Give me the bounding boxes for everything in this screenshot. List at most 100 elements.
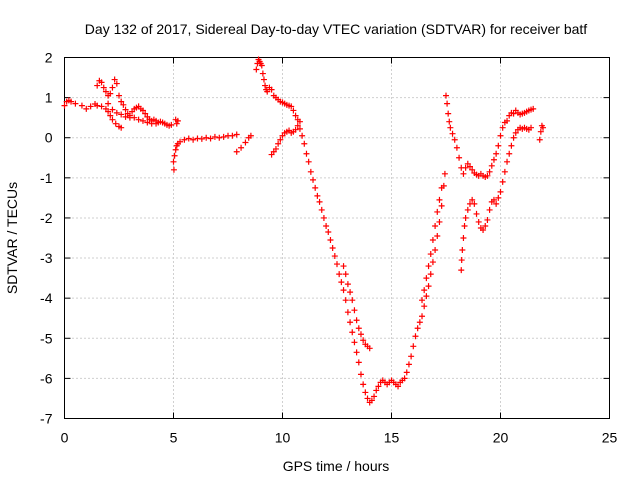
data-point bbox=[338, 279, 345, 286]
data-point bbox=[122, 106, 129, 113]
data-point bbox=[482, 222, 489, 229]
data-point bbox=[325, 228, 332, 235]
data-point bbox=[429, 259, 436, 266]
data-point bbox=[303, 150, 310, 157]
data-point bbox=[113, 80, 120, 87]
data-point bbox=[395, 383, 402, 390]
data-point bbox=[469, 196, 476, 203]
y-tick-label: 0 bbox=[45, 130, 53, 146]
data-point bbox=[296, 125, 303, 132]
data-point bbox=[453, 144, 460, 151]
data-point bbox=[275, 140, 282, 147]
data-point bbox=[499, 124, 506, 131]
data-point bbox=[242, 139, 249, 146]
data-point bbox=[135, 116, 142, 123]
data-point bbox=[351, 339, 358, 346]
data-point bbox=[139, 117, 146, 124]
data-point bbox=[340, 263, 347, 270]
data-point bbox=[429, 237, 436, 244]
y-tick-label: 1 bbox=[45, 90, 53, 106]
data-point bbox=[405, 361, 412, 368]
data-point bbox=[366, 345, 373, 352]
data-point bbox=[105, 108, 112, 115]
data-point bbox=[111, 76, 118, 83]
x-tick-label: 10 bbox=[275, 430, 291, 446]
data-point bbox=[94, 82, 101, 89]
data-point bbox=[484, 216, 491, 223]
data-point bbox=[360, 381, 367, 388]
data-point bbox=[444, 100, 451, 107]
data-point bbox=[122, 113, 129, 120]
data-point bbox=[446, 118, 453, 125]
x-tick-label: 15 bbox=[384, 430, 400, 446]
y-tick-label: -6 bbox=[40, 370, 53, 386]
data-point bbox=[170, 166, 177, 173]
y-tick-label: -3 bbox=[40, 250, 53, 266]
x-axis-label: GPS time / hours bbox=[283, 458, 390, 474]
data-point bbox=[272, 145, 279, 152]
data-point bbox=[181, 136, 188, 143]
data-point bbox=[264, 88, 271, 95]
data-point bbox=[371, 393, 378, 400]
data-point bbox=[120, 101, 127, 108]
data-point bbox=[83, 105, 90, 112]
data-point bbox=[459, 247, 466, 254]
data-point bbox=[262, 82, 269, 89]
data-point bbox=[475, 218, 482, 225]
data-points bbox=[61, 56, 547, 406]
data-point bbox=[211, 133, 218, 140]
data-point bbox=[414, 325, 421, 332]
data-point bbox=[172, 146, 179, 153]
data-point bbox=[355, 359, 362, 366]
data-point bbox=[469, 166, 476, 173]
data-point bbox=[537, 128, 544, 135]
data-point bbox=[185, 135, 192, 142]
data-point bbox=[144, 119, 151, 126]
data-point bbox=[98, 79, 105, 86]
data-point bbox=[530, 105, 537, 112]
data-point bbox=[421, 287, 428, 294]
data-point bbox=[277, 136, 284, 143]
data-point bbox=[416, 319, 423, 326]
data-point bbox=[109, 84, 116, 91]
y-tick-label: -2 bbox=[40, 210, 53, 226]
data-point bbox=[460, 235, 467, 241]
y-axis-label: SDTVAR / TECUs bbox=[4, 182, 20, 294]
data-point bbox=[344, 309, 351, 316]
data-point bbox=[216, 134, 223, 141]
data-point bbox=[294, 122, 301, 129]
data-point bbox=[312, 184, 319, 191]
data-point bbox=[170, 158, 177, 165]
data-point bbox=[349, 329, 356, 336]
data-point bbox=[118, 98, 125, 105]
data-point bbox=[425, 283, 432, 290]
data-point bbox=[260, 76, 267, 83]
data-point bbox=[190, 136, 197, 143]
y-tick-label: 2 bbox=[45, 50, 53, 66]
y-tick-label: -7 bbox=[40, 411, 53, 427]
data-point bbox=[353, 317, 360, 324]
data-point bbox=[171, 152, 178, 159]
data-point bbox=[493, 150, 500, 157]
data-point bbox=[438, 184, 445, 191]
data-point bbox=[436, 218, 443, 225]
data-point bbox=[203, 134, 210, 141]
data-point bbox=[447, 124, 454, 131]
data-point bbox=[336, 271, 343, 278]
data-point bbox=[116, 92, 122, 99]
data-point bbox=[427, 251, 434, 258]
data-point bbox=[118, 111, 125, 118]
data-point bbox=[423, 275, 430, 282]
data-point bbox=[320, 214, 327, 221]
data-point bbox=[499, 178, 506, 185]
data-point bbox=[360, 337, 367, 344]
grid bbox=[64, 57, 610, 419]
data-point bbox=[480, 226, 487, 233]
y-tick-label: -1 bbox=[40, 170, 53, 186]
data-point bbox=[497, 188, 504, 195]
data-point bbox=[349, 297, 356, 304]
data-point bbox=[421, 303, 428, 310]
data-point bbox=[253, 66, 260, 73]
x-tick-label: 25 bbox=[602, 430, 618, 446]
